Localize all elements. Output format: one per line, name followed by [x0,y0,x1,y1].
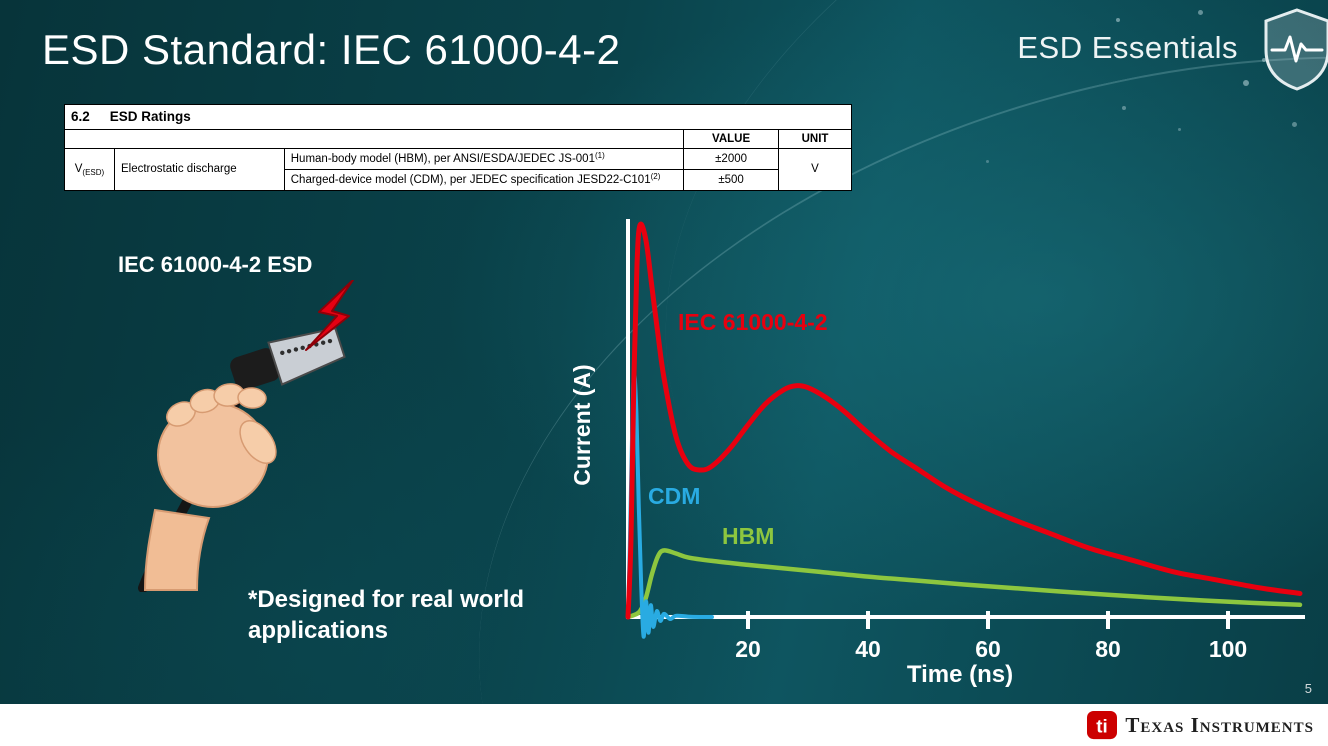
series-curve-iec-61000-4-2 [625,221,1303,620]
hand-holding-cable [95,279,395,597]
decor-dot [1116,18,1120,22]
decor-dot [986,160,989,163]
decor-dot [1243,80,1249,86]
x-tick-label: 40 [855,636,881,662]
illustration-caption: IEC 61000-4-2 ESD [118,252,313,277]
cdm-description-cell: Charged-device model (CDM), per JEDEC sp… [283,169,685,192]
hbm-description-cell: Human-body model (HBM), per ANSI/ESDA/JE… [283,148,685,171]
empty-header-cell [63,128,685,150]
unit-cell: V [778,148,852,192]
param-name-cell: Electrostatic discharge [113,148,285,192]
series-label-cdm: CDM [648,483,700,509]
lightning-bolt-icon [305,279,354,351]
shield-pulse-icon [1258,6,1328,97]
ti-logo-icon: ti [1087,710,1118,740]
decor-dot [1198,10,1203,15]
table-row: V(ESD) Electrostatic discharge Human-bod… [64,148,852,192]
x-tick-label: 100 [1209,636,1247,662]
page-number: 5 [1304,681,1312,696]
ti-wordmark: Texas Instruments [1125,712,1314,737]
decor-dot [1122,106,1126,110]
param-symbol-cell: V(ESD) [64,148,115,192]
ti-logo: ti Texas Instruments [1087,704,1314,746]
svg-text:ti: ti [1097,716,1108,737]
decor-dot [1292,122,1297,127]
series-title: ESD Essentials [1017,30,1238,65]
decor-dot [1262,58,1266,62]
table-section-row: 6.2 ESD Ratings [64,104,852,130]
decor-dot [1154,42,1157,45]
page-title: ESD Standard: IEC 61000-4-2 [42,26,621,73]
value-column-header: VALUE [683,128,780,150]
unit-column-header: UNIT [778,128,852,150]
hand [143,383,277,591]
y-axis-label: Current (A) [569,364,595,485]
cdm-value-cell: ±500 [683,169,780,192]
series-label-iec: IEC 61000-4-2 [678,309,828,335]
series-curve-hbm [625,548,1303,620]
esd-ratings-table: 6.2 ESD Ratings VALUE UNIT V(ESD) Electro… [63,104,852,192]
x-axis-label: Time (ns) [907,661,1013,688]
decor-dot [1178,128,1181,131]
table-row: Charged-device model (CDM), per JEDEC sp… [65,169,852,192]
esd-waveform-chart: 20 40 60 80 100 Current (A) Time (ns) IEC 61… [560,210,1310,695]
table-header-row: VALUE UNIT [63,128,852,150]
designed-note: *Designed for real world applications [248,586,525,645]
x-tick-label: 60 [975,636,1001,662]
section-heading: 6.2 ESD Ratings [64,104,852,130]
hbm-value-cell: ±2000 [683,148,780,171]
x-tick-label: 20 [735,636,761,662]
x-tick-label: 80 [1095,636,1121,662]
series-label-hbm: HBM [722,523,774,549]
footer-bar: ti Texas Instruments [0,704,1328,746]
